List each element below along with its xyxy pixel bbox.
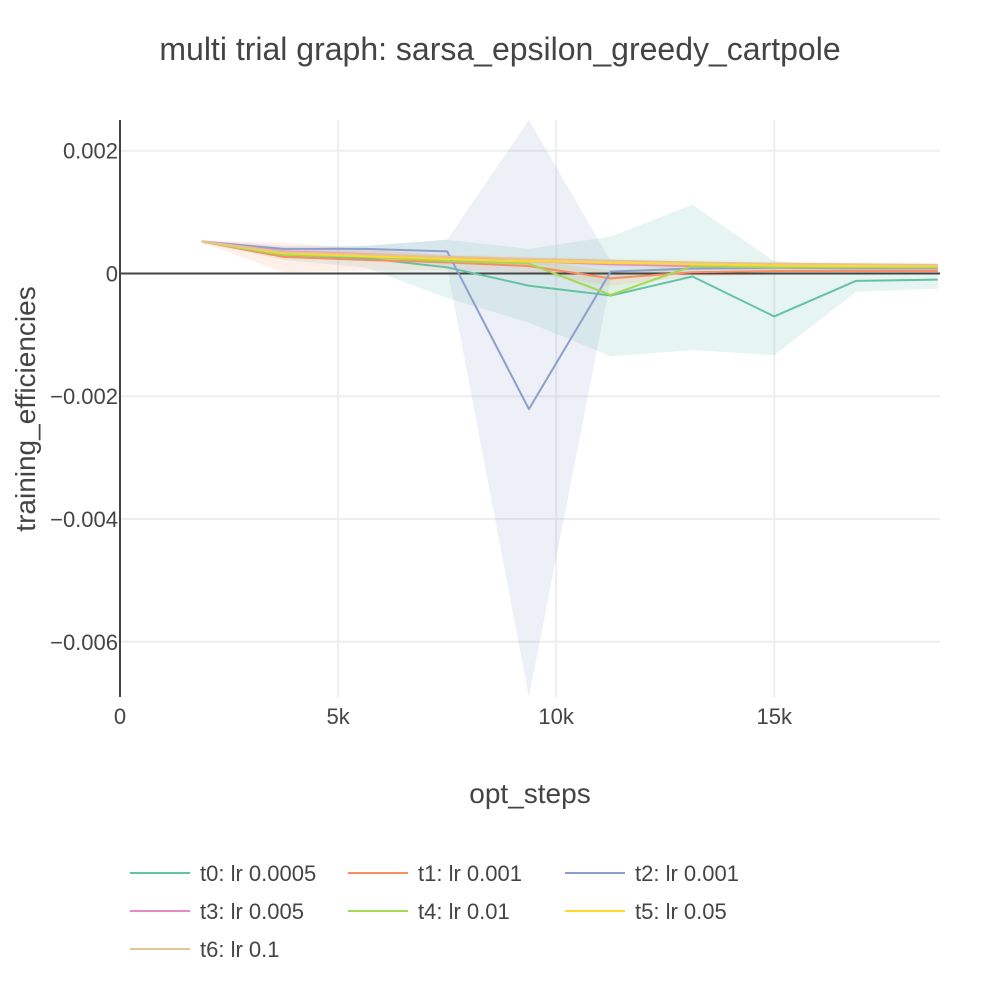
legend-item[interactable]: t2: lr 0.001 bbox=[565, 861, 739, 886]
legend-label: t2: lr 0.001 bbox=[635, 861, 739, 886]
legend-item[interactable]: t6: lr 0.1 bbox=[130, 937, 279, 962]
x-tick-label: 0 bbox=[114, 704, 126, 729]
legend-item[interactable]: t5: lr 0.05 bbox=[565, 899, 727, 924]
tick-labels: 0 5k 10k 15k 0.002 0 −0.002 −0.004 −0.006 bbox=[50, 139, 793, 729]
legend-label: t0: lr 0.0005 bbox=[200, 861, 316, 886]
legend[interactable]: t0: lr 0.0005 t1: lr 0.001 t2: lr 0.001 t3:… bbox=[130, 861, 739, 962]
legend-label: t5: lr 0.05 bbox=[635, 899, 727, 924]
y-tick-label: 0.002 bbox=[63, 139, 118, 164]
x-tick-label: 10k bbox=[538, 704, 574, 729]
confidence-bands bbox=[201, 120, 938, 697]
series-band bbox=[201, 120, 938, 697]
x-tick-label: 15k bbox=[757, 704, 793, 729]
series-line[interactable] bbox=[201, 240, 938, 268]
series-line[interactable] bbox=[201, 240, 938, 296]
y-tick-label: −0.002 bbox=[50, 384, 118, 409]
legend-label: t4: lr 0.01 bbox=[418, 899, 510, 924]
legend-item[interactable]: t3: lr 0.005 bbox=[130, 899, 304, 924]
y-tick-label: −0.006 bbox=[50, 630, 118, 655]
grid bbox=[120, 120, 940, 697]
y-axis-label: training_efficiencies bbox=[10, 286, 41, 531]
y-tick-label: −0.004 bbox=[50, 507, 118, 532]
legend-item[interactable]: t4: lr 0.01 bbox=[348, 899, 510, 924]
legend-item[interactable]: t0: lr 0.0005 bbox=[130, 861, 316, 886]
series-band bbox=[201, 204, 938, 357]
x-tick-label: 5k bbox=[326, 704, 350, 729]
legend-label: t3: lr 0.005 bbox=[200, 899, 304, 924]
series-line[interactable] bbox=[201, 240, 938, 280]
legend-label: t1: lr 0.001 bbox=[418, 861, 522, 886]
y-tick-label: 0 bbox=[106, 261, 118, 286]
x-axis-label: opt_steps bbox=[469, 778, 590, 809]
legend-label: t6: lr 0.1 bbox=[200, 937, 279, 962]
series-band bbox=[201, 240, 938, 299]
series-line[interactable] bbox=[201, 240, 938, 266]
chart-title: multi trial graph: sarsa_epsilon_greedy_… bbox=[159, 31, 840, 67]
series-lines bbox=[201, 240, 938, 411]
legend-item[interactable]: t1: lr 0.001 bbox=[348, 861, 522, 886]
